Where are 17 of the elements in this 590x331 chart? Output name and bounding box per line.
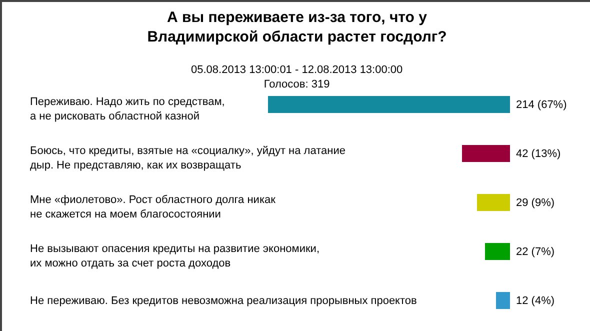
y-tick-label: Переживаю. Надо жить по средствам, а не рисковать областной казной [30, 96, 225, 122]
data-label: 214 (67%) [516, 99, 567, 111]
bar [496, 292, 510, 309]
bar [462, 145, 510, 162]
data-label: 22 (7%) [516, 246, 555, 258]
bar [268, 96, 510, 113]
y-tick-label: Боюсь, что кредиты, взятые на «социалку», уйдут на латание дыр. Не представляю, как их возвращать [30, 145, 346, 172]
y-tick-label: Не переживаю. Без кредитов невозможна реализация прорывных проектов [30, 295, 418, 307]
y-tick-label: Не вызывают опасения кредиты на развитие экономики, их можно отдать за счет роста доходов [30, 243, 320, 270]
data-label: 12 (4%) [516, 295, 555, 307]
chart-subtitle: 05.08.2013 13:00:01 - 12.08.2013 13:00:00 Голосов: 319 [191, 64, 403, 90]
chart-title: А вы переживаете из-за того, что у Владимирской области растет госдолг? [147, 9, 447, 46]
bar [477, 194, 510, 211]
bar [485, 243, 510, 260]
y-tick-label: Мне «фиолетово». Рост областного долга никак не скажется на моем благосостоянии [30, 194, 276, 220]
data-label: 29 (9%) [516, 197, 555, 209]
data-label: 42 (13%) [516, 148, 561, 160]
